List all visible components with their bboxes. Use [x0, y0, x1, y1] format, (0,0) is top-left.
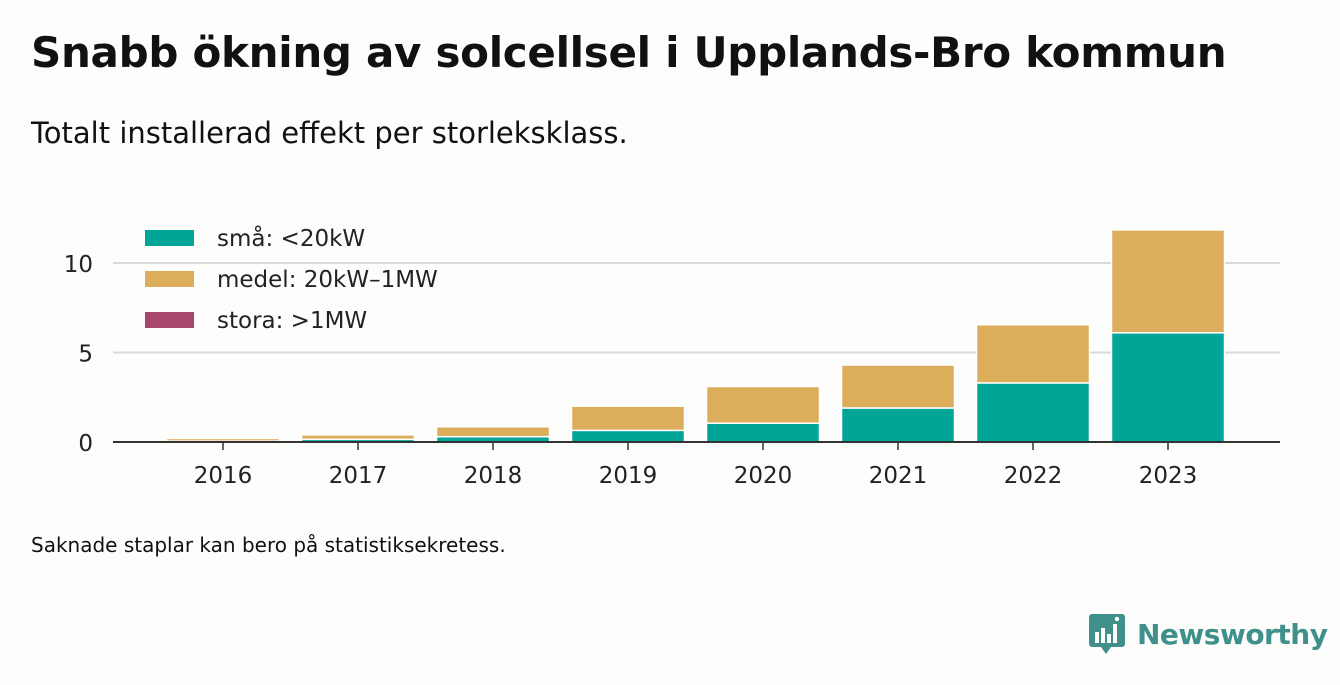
bar-2021-series-1	[840, 364, 956, 409]
chart-title: Snabb ökning av solcellsel i Upplands-Br…	[31, 28, 1227, 77]
legend-swatch-0	[145, 230, 194, 246]
footnote: Saknade staplar kan bero på statistiksek…	[31, 533, 506, 557]
bar-2022-series-0	[975, 382, 1091, 443]
bars-layer	[165, 229, 1226, 443]
bar-2016-series-1	[165, 437, 281, 442]
bar-2023-series-1	[1110, 229, 1226, 334]
x-tick-label: 2023	[1139, 463, 1198, 489]
legend-swatch-1	[145, 271, 194, 287]
x-tick-label: 2016	[194, 463, 253, 489]
y-tick-label: 0	[78, 431, 93, 457]
brand-name: Newsworthy	[1137, 617, 1328, 651]
bar-2022-series-1	[975, 324, 1091, 384]
legend-swatch-2	[145, 312, 194, 328]
x-tick-label: 2021	[869, 463, 928, 489]
y-tick-label: 10	[64, 252, 93, 278]
newsworthy-logo-icon	[1089, 614, 1125, 654]
legend-label-1: medel: 20kW–1MW	[217, 267, 438, 293]
y-tick-label: 5	[78, 342, 93, 368]
brand-logo: Newsworthy	[1089, 612, 1328, 656]
x-tick-label: 2020	[734, 463, 793, 489]
bar-2019-series-1	[570, 405, 686, 432]
bar-2023-series-0	[1110, 332, 1226, 443]
bar-2020-series-0	[705, 422, 821, 443]
bar-2020-series-1	[705, 385, 821, 424]
axis-layer: 0 5 10 2016 2017 2018 2019 2020 2021 2022 2023	[64, 252, 1280, 489]
bar-2018-series-1	[435, 426, 551, 438]
x-tick-label: 2019	[599, 463, 658, 489]
x-tick-label: 2022	[1004, 463, 1063, 489]
bar-2019-series-0	[570, 429, 686, 443]
legend-label-2: stora: >1MW	[217, 308, 367, 334]
chart-subtitle: Totalt installerad effekt per storlekskl…	[31, 116, 628, 150]
legend-label-0: små: <20kW	[217, 224, 365, 252]
legend: små: <20kW medel: 20kW–1MW stora: >1MW	[145, 224, 438, 334]
x-tick-label: 2018	[464, 463, 523, 489]
bar-2017-series-1	[300, 434, 416, 441]
bar-2021-series-0	[840, 407, 956, 443]
x-tick-label: 2017	[329, 463, 388, 489]
